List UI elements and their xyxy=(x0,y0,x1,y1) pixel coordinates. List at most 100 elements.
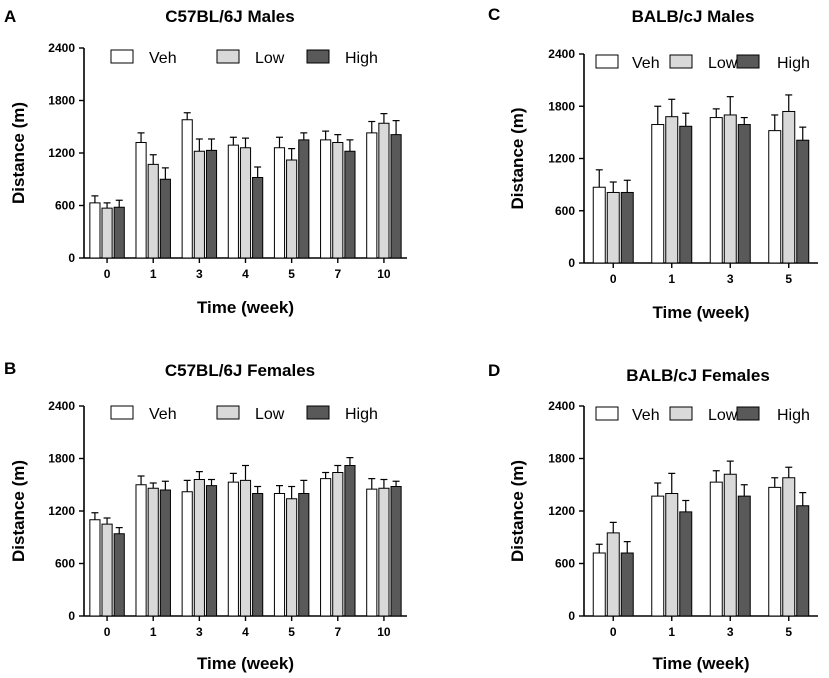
legend-label-low: Low xyxy=(708,55,738,72)
x-axis-label-a: Time (week) xyxy=(197,298,294,317)
bar-veh-week-3 xyxy=(181,491,193,617)
bar-high-week-7 xyxy=(344,150,356,259)
bar-veh-week-3 xyxy=(709,481,723,617)
legend-swatch-high xyxy=(306,405,330,420)
bar-veh-week-10 xyxy=(366,132,378,259)
legend-label-low: Low xyxy=(255,50,285,67)
x-tick-label: 7 xyxy=(334,625,341,639)
y-tick-label: 0 xyxy=(568,609,575,623)
bar-high-week-1 xyxy=(679,125,693,264)
legend-swatch-high xyxy=(736,54,760,69)
x-axis-label-c: Time (week) xyxy=(652,303,749,322)
bar-veh-week-4 xyxy=(227,481,239,617)
bar-low-week-3 xyxy=(723,114,737,264)
bar-veh-week-0 xyxy=(592,186,606,264)
legend-label-veh: Veh xyxy=(149,50,177,67)
legend-label-high: High xyxy=(777,55,810,72)
panel-d: D BALB/cJ Females 0 600 1200 1800 2400 Time (we… xyxy=(488,361,818,673)
bar-high-week-5 xyxy=(796,139,810,264)
y-tick-label: 1800 xyxy=(548,99,575,113)
panel-letter-b: B xyxy=(4,359,16,378)
panel-b: B C57BL/6J Females 0 600 1200 1800 2400 Time (w… xyxy=(4,359,407,673)
x-tick-label: 10 xyxy=(377,267,391,281)
bar-high-week-4 xyxy=(252,493,264,617)
y-tick-label: 1800 xyxy=(48,452,75,466)
y-axis-label-a: Distance (m) xyxy=(9,102,28,204)
x-tick-label: 5 xyxy=(785,625,792,639)
y-tick-label: 1800 xyxy=(48,94,75,108)
legend-label-low: Low xyxy=(255,406,285,423)
chart-title-a: C57BL/6J Males xyxy=(165,7,294,26)
legend-label-high: High xyxy=(345,406,378,423)
bar-veh-week-7 xyxy=(320,139,332,259)
bar-low-week-5 xyxy=(286,498,298,617)
x-tick-label: 0 xyxy=(104,267,111,281)
x-tick-label: 4 xyxy=(242,267,249,281)
x-tick-label: 5 xyxy=(785,272,792,286)
y-tick-label: 0 xyxy=(568,256,575,270)
x-tick-label: 1 xyxy=(668,272,675,286)
chart-title-d: BALB/cJ Females xyxy=(626,366,770,385)
y-tick-label: 1200 xyxy=(48,146,75,160)
bar-low-week-3 xyxy=(723,473,737,617)
bar-veh-week-4 xyxy=(227,144,239,259)
y-tick-label: 0 xyxy=(68,609,75,623)
bar-low-week-0 xyxy=(606,532,620,617)
y-tick-label: 1200 xyxy=(548,504,575,518)
bar-veh-week-5 xyxy=(768,486,782,617)
bar-veh-week-1 xyxy=(651,495,665,617)
bar-high-week-1 xyxy=(679,511,693,617)
chart-title-b: C57BL/6J Females xyxy=(165,361,315,380)
legend-label-high: High xyxy=(777,407,810,424)
panel-letter-a: A xyxy=(4,7,16,26)
bar-veh-week-1 xyxy=(651,124,665,264)
bar-low-week-0 xyxy=(101,523,113,617)
x-tick-label: 4 xyxy=(242,625,249,639)
bar-veh-week-0 xyxy=(89,519,101,617)
y-tick-label: 600 xyxy=(555,557,575,571)
bar-veh-week-7 xyxy=(320,478,332,617)
bar-low-week-4 xyxy=(239,147,252,259)
bar-high-week-3 xyxy=(205,485,218,617)
x-tick-label: 5 xyxy=(288,625,295,639)
bar-low-week-0 xyxy=(101,207,113,259)
x-axis-label-d: Time (week) xyxy=(652,654,749,673)
y-tick-label: 2400 xyxy=(548,47,575,61)
x-tick-label: 0 xyxy=(610,625,617,639)
x-tick-label: 3 xyxy=(727,272,734,286)
bar-veh-week-3 xyxy=(709,117,723,264)
bar-high-week-10 xyxy=(390,486,402,617)
panel-c: C BALB/cJ Males 0 600 1200 1800 2400 Time (week… xyxy=(488,5,818,322)
bar-low-week-0 xyxy=(606,191,620,264)
y-tick-label: 600 xyxy=(55,557,75,571)
bar-high-week-3 xyxy=(205,149,218,259)
x-tick-label: 1 xyxy=(150,267,157,281)
bar-high-week-0 xyxy=(113,206,125,259)
y-axis-label-b: Distance (m) xyxy=(9,460,28,562)
legend-label-high: High xyxy=(345,50,378,67)
legend-swatch-high xyxy=(306,49,330,64)
y-tick-label: 1200 xyxy=(48,504,75,518)
x-tick-label: 10 xyxy=(377,625,391,639)
panel-letter-c: C xyxy=(488,5,500,24)
legend-label-low: Low xyxy=(708,407,738,424)
bar-low-week-1 xyxy=(147,487,159,617)
x-tick-label: 7 xyxy=(334,267,341,281)
legend-label-veh: Veh xyxy=(632,55,660,72)
bar-high-week-3 xyxy=(737,495,751,617)
x-tick-label: 5 xyxy=(288,267,295,281)
y-tick-label: 1800 xyxy=(548,452,575,466)
bar-low-week-7 xyxy=(332,472,344,617)
bar-veh-week-10 xyxy=(366,488,378,617)
legend-swatch-veh xyxy=(110,405,134,420)
y-tick-label: 2400 xyxy=(48,399,75,413)
bar-low-week-10 xyxy=(378,487,390,617)
x-tick-label: 1 xyxy=(150,625,157,639)
y-tick-label: 2400 xyxy=(548,399,575,413)
bar-veh-week-5 xyxy=(273,147,286,259)
bar-high-week-5 xyxy=(298,493,310,617)
x-tick-label: 3 xyxy=(196,625,203,639)
legend-swatch-veh xyxy=(110,49,134,64)
bar-veh-week-1 xyxy=(135,484,147,617)
bar-low-week-5 xyxy=(286,159,298,259)
